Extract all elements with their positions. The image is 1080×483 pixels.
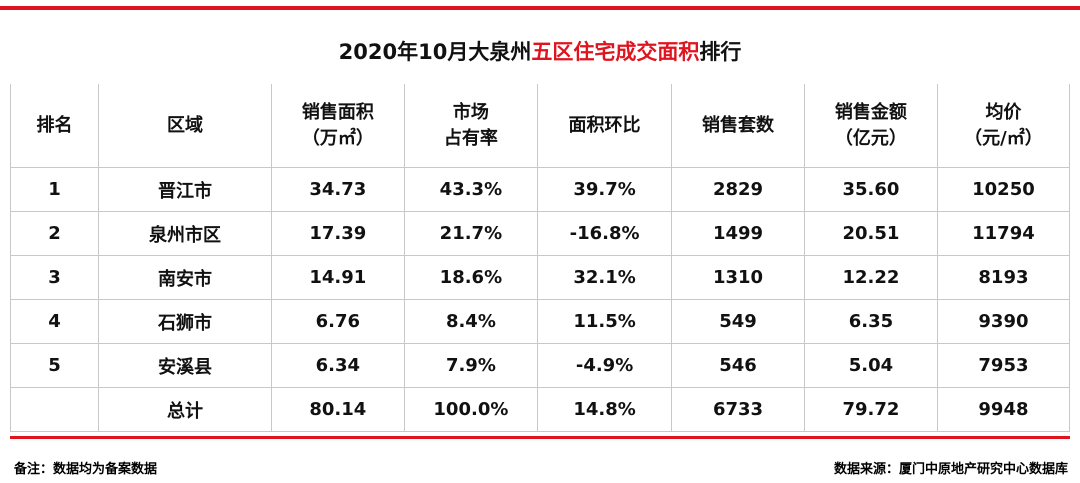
header-line: 市场 — [452, 101, 489, 123]
cell: 79.72 — [803, 387, 938, 432]
cell: 南安市 — [98, 255, 272, 300]
cell: 100.0% — [403, 387, 539, 432]
header-cell: 区域 — [98, 84, 272, 168]
cell: 1 — [9, 167, 100, 212]
cell: 4 — [9, 299, 100, 344]
cell: 9390 — [936, 299, 1071, 344]
cell: 17.39 — [270, 211, 405, 256]
header-cell: 销售套数 — [671, 84, 805, 168]
cell: 8193 — [936, 255, 1071, 300]
cell: 6.35 — [803, 299, 938, 344]
header-cell: 销售金额 （亿元） — [803, 84, 938, 168]
cell: 43.3% — [403, 167, 539, 212]
row: 5 安溪县 6.34 7.9% -4.9% 546 5.04 7953 — [9, 343, 1071, 388]
cell — [9, 387, 100, 432]
cell: 6.76 — [270, 299, 405, 344]
cell: 14.91 — [270, 255, 405, 300]
header-line: （亿元） — [834, 127, 907, 149]
cell: 546 — [671, 343, 805, 388]
cell: 20.51 — [803, 211, 938, 256]
title-highlight: 五区住宅成交面积 — [531, 40, 700, 64]
header-line: 占有率 — [443, 127, 498, 149]
cell: 9948 — [936, 387, 1071, 432]
header-line: 排名 — [36, 114, 73, 136]
cell: 石狮市 — [98, 299, 272, 344]
row: 3 南安市 14.91 18.6% 32.1% 1310 12.22 8193 — [9, 255, 1071, 300]
cell: 14.8% — [536, 387, 673, 432]
cell: 2829 — [671, 167, 805, 212]
cell: 3 — [9, 255, 100, 300]
header-line: 销售金额 — [834, 101, 907, 123]
header-row: 排名 区域 销售面积 （万㎡） 市场占有率 面积环比 销售套数 销售金额 （亿元） 均价 （元/㎡） — [9, 84, 1071, 168]
cell: 12.22 — [803, 255, 938, 300]
source: 数据来源：厦门中原地产研究中心数据库 — [833, 462, 1068, 477]
cell: 34.73 — [270, 167, 405, 212]
cell: 7953 — [936, 343, 1071, 388]
title: 2020年10月大泉州五区住宅成交面积排行 — [0, 36, 1080, 66]
cell: 10250 — [936, 167, 1071, 212]
title-part: 2020年10月大泉州 — [338, 40, 532, 64]
cell: 11.5% — [536, 299, 673, 344]
cell: 1499 — [671, 211, 805, 256]
note: 备注：数据均为备案数据 — [14, 462, 158, 477]
header-cell: 市场 占有率 — [403, 84, 539, 168]
cell: 8.4% — [403, 299, 539, 344]
row: 4 石狮市 6.76 8.4% 11.5% 549 6.35 9390 — [9, 299, 1071, 344]
header-line: 均价 — [985, 101, 1022, 123]
cell: 晋江市 — [98, 167, 272, 212]
header-cell: 均价 （元/㎡） — [936, 84, 1071, 168]
cell: 5.04 — [803, 343, 938, 388]
header-line: 销售面积 — [301, 101, 374, 123]
header-line: 面积环比 — [568, 114, 641, 136]
bottom-line — [10, 436, 1070, 439]
cell: 21.7% — [403, 211, 539, 256]
cell: 35.60 — [803, 167, 938, 212]
header-line: （万㎡） — [301, 127, 374, 149]
cell: 2 — [9, 211, 100, 256]
row: 2 泉州市区 17.39 21.7% -16.8% 1499 20.51 11794 — [9, 211, 1071, 256]
cell: 549 — [671, 299, 805, 344]
header-line: 区域 — [166, 114, 203, 136]
cell: 39.7% — [536, 167, 673, 212]
cell: 6733 — [671, 387, 805, 432]
header-line: 销售套数 — [702, 114, 775, 136]
cell: 泉州市区 — [98, 211, 272, 256]
cell: 7.9% — [403, 343, 539, 388]
cell: -16.8% — [536, 211, 673, 256]
cell: 总计 — [98, 387, 272, 432]
cell: 32.1% — [536, 255, 673, 300]
top-bar — [0, 6, 1080, 10]
cell: 6.34 — [270, 343, 405, 388]
header-cell: 面积环比 — [536, 84, 673, 168]
header-cell: 排名 — [9, 84, 100, 168]
title-part: 排行 — [699, 40, 742, 64]
cell: 18.6% — [403, 255, 539, 300]
row: 1 晋江市 34.73 43.3% 39.7% 2829 35.60 10250 — [9, 167, 1071, 212]
cell: 安溪县 — [98, 343, 272, 388]
table: 排名 区域 销售面积 （万㎡） 市场占有率 面积环比 销售套数 销售金额 （亿元） 均价 （元/㎡）… — [9, 84, 1071, 432]
cell: 1310 — [671, 255, 805, 300]
cell: 80.14 — [270, 387, 405, 432]
row: 总计 80.14 100.0% 14.8% 6733 79.72 9948 — [9, 387, 1071, 432]
header-line: （元/㎡） — [964, 127, 1043, 149]
cell: -4.9% — [536, 343, 673, 388]
header-cell: 销售面积 （万㎡） — [270, 84, 405, 168]
cell: 11794 — [936, 211, 1071, 256]
cell: 5 — [9, 343, 100, 388]
